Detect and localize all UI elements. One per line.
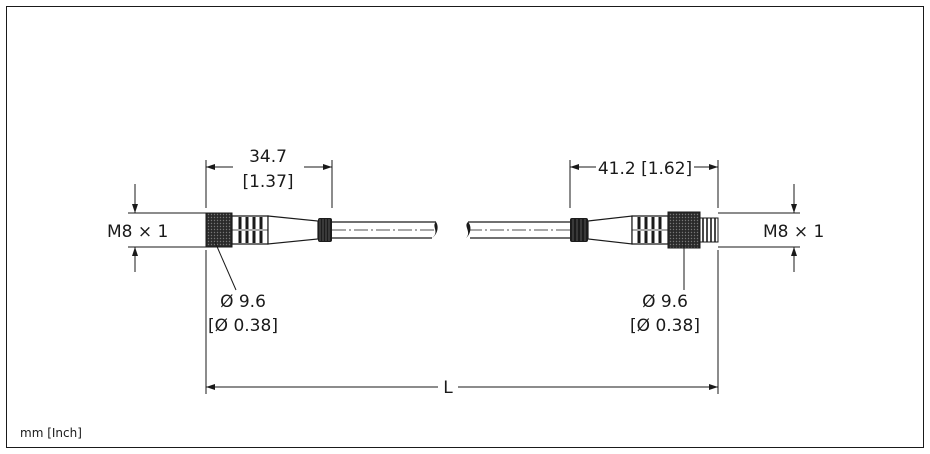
units-note: mm [Inch] [20,426,82,440]
left-length-inch-label: [1.37] [242,172,293,192]
right-strain-relief [587,215,633,245]
cable-left [332,221,438,239]
total-length-label: L [443,378,453,398]
right-diameter-inch-label: [Ø 0.38] [630,316,700,336]
right-connector [570,211,719,249]
left-diameter-label: Ø 9.6 [220,292,266,312]
right-length-label: 41.2 [1.62] [598,159,692,179]
cable-right [466,221,570,239]
cable-break-left [432,222,438,238]
left-thread-dimension [128,184,206,272]
left-knurled-nut [205,212,233,248]
right-diameter-label: Ø 9.6 [642,292,688,312]
cable-break-right [466,222,471,238]
right-thread-dimension [718,184,800,272]
left-strain-relief [267,215,319,245]
left-thread-label: M8 × 1 [107,222,168,242]
left-diameter-leader [214,241,237,291]
left-connector [205,212,332,248]
right-thread-pin [699,217,719,243]
right-thread-label: M8 × 1 [763,222,824,242]
total-length-dimension [205,250,719,394]
drawing-frame [6,6,924,448]
right-length-dimension [569,160,719,208]
right-collar [570,218,588,242]
left-length-label: 34.7 [249,147,287,167]
left-length-dimension [205,160,333,208]
left-diameter-inch-label: [Ø 0.38] [208,316,278,336]
left-collar [318,218,332,242]
